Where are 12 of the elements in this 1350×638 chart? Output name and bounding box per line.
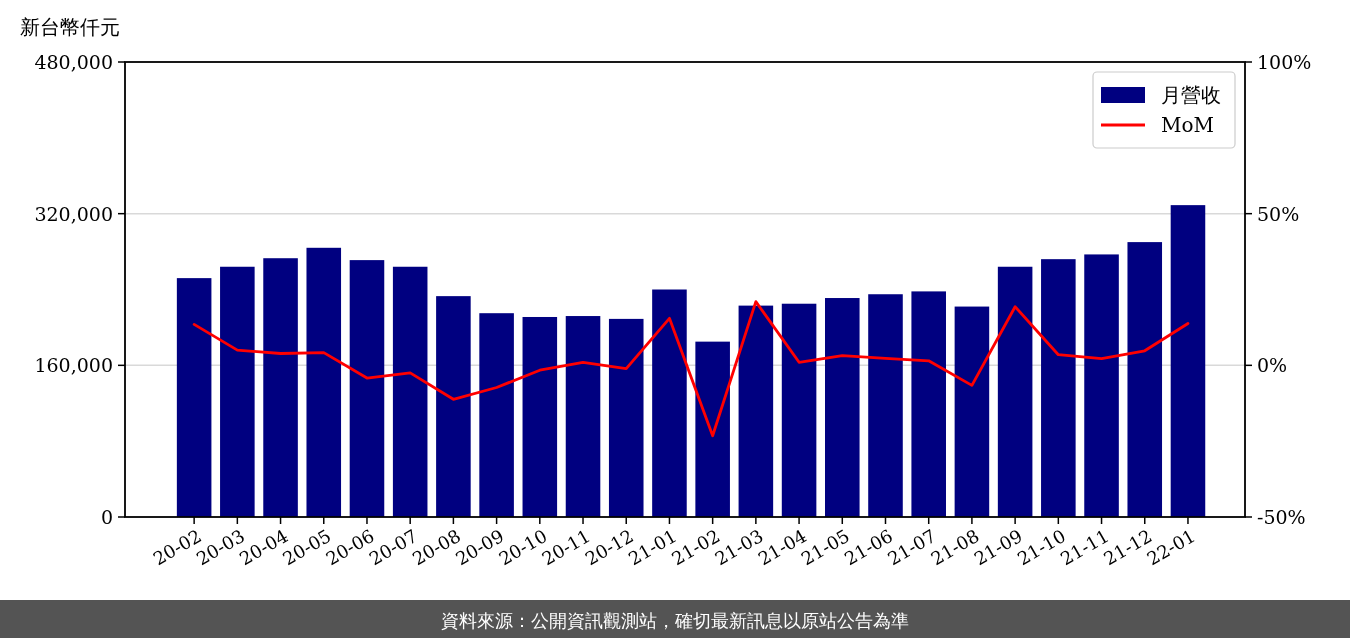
legend-label: MoM bbox=[1161, 113, 1214, 137]
y2tick: 0% bbox=[1257, 354, 1288, 377]
ytick: 480,000 bbox=[34, 51, 113, 73]
legend-label: 月營收 bbox=[1161, 83, 1221, 107]
y2tick: 100% bbox=[1257, 51, 1312, 73]
annotation: 資料來源：公開資訊觀測站，確切最新訊息以原站公告為準 bbox=[441, 609, 909, 631]
y2tick: -50% bbox=[1257, 506, 1306, 528]
ytick: 160,000 bbox=[34, 354, 113, 377]
ytick: 320,000 bbox=[34, 202, 113, 225]
y2tick: 50% bbox=[1257, 202, 1300, 225]
ylabel: 新台幣仟元 bbox=[20, 15, 120, 39]
ytick: 0 bbox=[100, 506, 113, 528]
